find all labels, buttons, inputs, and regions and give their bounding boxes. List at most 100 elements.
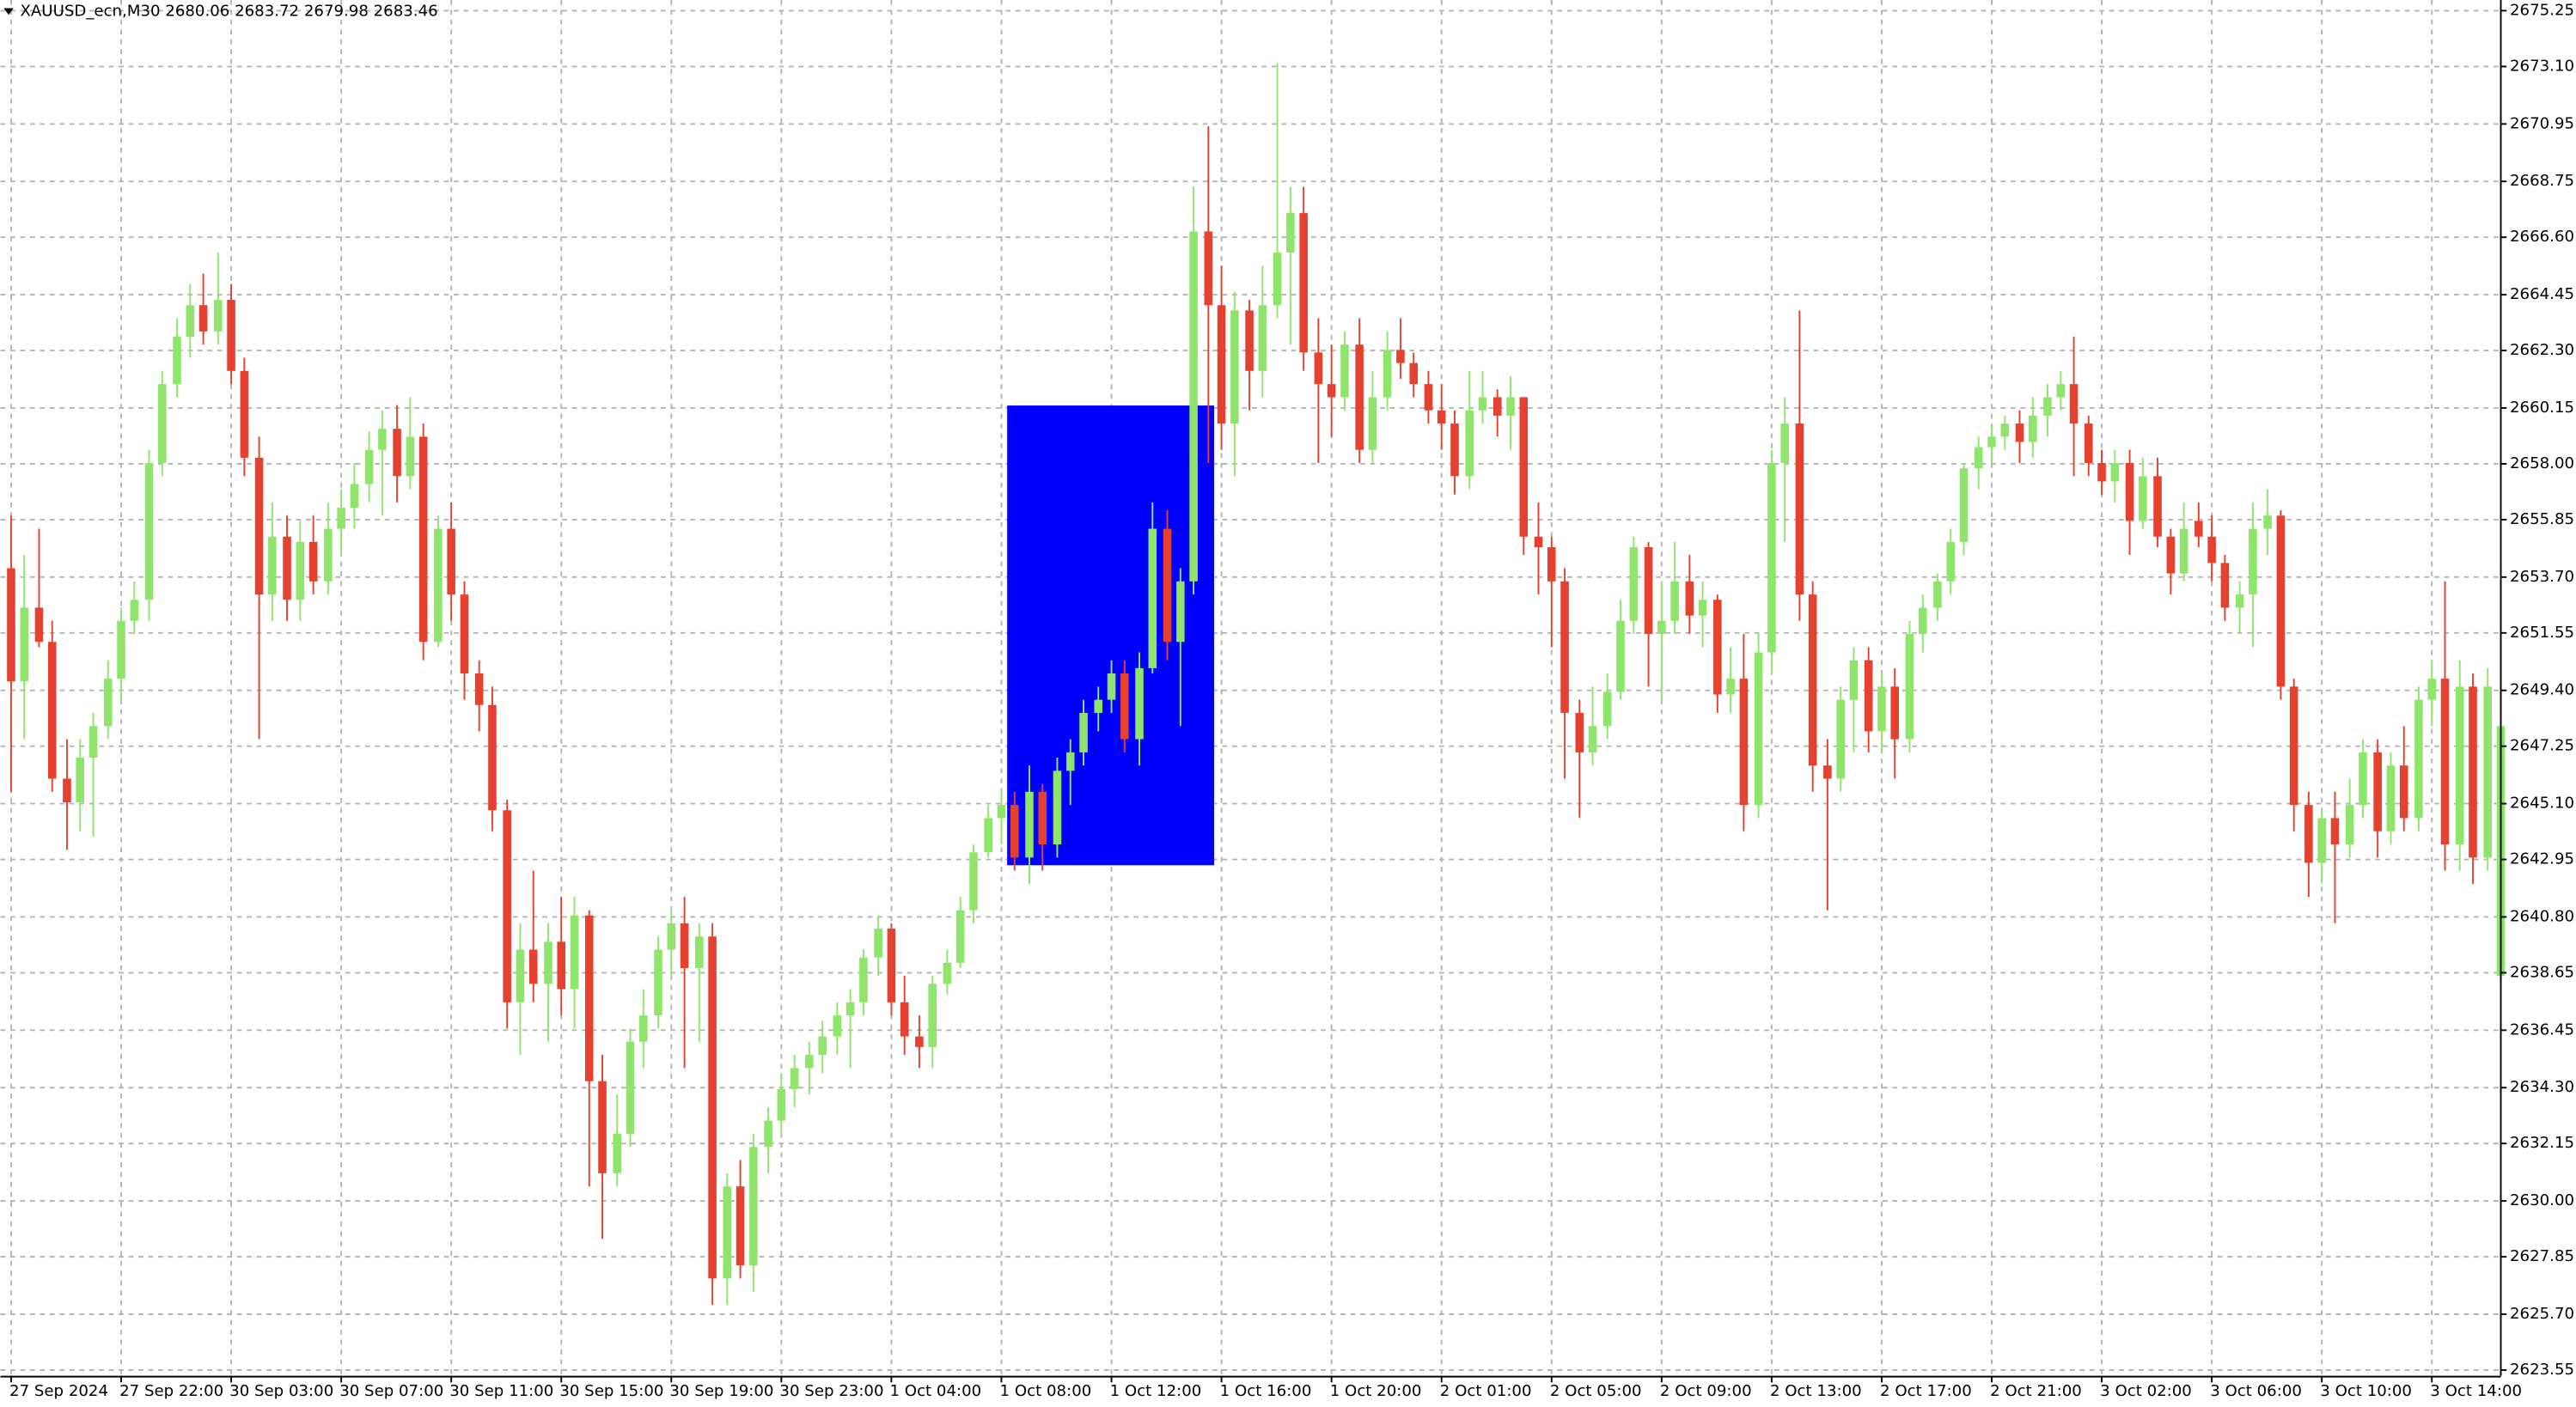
- grid: [0, 0, 2500, 1376]
- candle-body: [364, 449, 374, 484]
- candle-body: [1258, 305, 1267, 371]
- candle-body: [1616, 620, 1625, 692]
- candle-body: [2110, 462, 2120, 482]
- candle-body: [63, 778, 71, 803]
- candle-body: [1519, 397, 1529, 537]
- candle-body: [34, 607, 44, 643]
- candle-body: [254, 457, 264, 595]
- y-tick-label: 2630.00: [2510, 1191, 2574, 1209]
- y-tick-label: 2660.15: [2510, 399, 2574, 417]
- candle-body: [447, 528, 455, 595]
- candle-body: [1836, 699, 1845, 779]
- candle-body: [2015, 423, 2024, 442]
- candle-body: [1245, 310, 1254, 371]
- candle-body: [1890, 686, 1900, 740]
- y-tick-label: 2670.95: [2510, 114, 2574, 132]
- candle-body: [434, 528, 443, 643]
- candle-body: [1135, 667, 1144, 740]
- candle-body: [2166, 536, 2176, 574]
- candle-body: [2235, 594, 2244, 608]
- candle-body: [2304, 805, 2313, 863]
- candle-body: [845, 1002, 855, 1016]
- candle-body: [1217, 305, 1226, 424]
- candle-body: [997, 805, 1006, 819]
- candle-body: [984, 818, 992, 853]
- candle-body: [2345, 805, 2354, 845]
- candle-body: [1148, 528, 1157, 668]
- candle-body: [2483, 686, 2492, 858]
- x-tick-label: 27 Sep 22:00: [119, 1382, 223, 1400]
- candle-body: [308, 541, 318, 582]
- candle-body: [2427, 679, 2437, 700]
- candle-body: [1204, 231, 1213, 306]
- x-tick-label: 27 Sep 2024: [9, 1382, 108, 1400]
- candle-body: [1424, 384, 1433, 411]
- candle-body: [723, 1186, 732, 1279]
- candle-body: [1010, 805, 1019, 858]
- candle-body: [1478, 397, 1487, 411]
- x-tick-label: 1 Oct 16:00: [1220, 1382, 1312, 1400]
- x-tick-label: 2 Oct 09:00: [1660, 1382, 1752, 1400]
- candle-body: [173, 336, 181, 385]
- candle-body: [1534, 536, 1543, 547]
- y-tick-label: 2636.45: [2510, 1020, 2574, 1038]
- candle-body: [2125, 462, 2134, 521]
- candle-body: [654, 949, 662, 1016]
- candle-body: [2097, 462, 2106, 482]
- candle-body: [1754, 652, 1763, 806]
- candle-body: [1588, 726, 1597, 752]
- candle-body: [1918, 607, 1927, 635]
- x-tick-label: 3 Oct 10:00: [2320, 1382, 2412, 1400]
- x-tick-label: 30 Sep 23:00: [779, 1382, 883, 1400]
- candle-body: [1726, 679, 1735, 695]
- candle-body: [2263, 515, 2272, 529]
- candle-body: [708, 936, 717, 1279]
- candle-body: [528, 949, 538, 984]
- candle-body: [1629, 546, 1639, 621]
- candle-body: [1864, 660, 1873, 732]
- candle-body: [503, 810, 511, 1002]
- candle-body: [1657, 620, 1666, 635]
- candle-body: [1547, 546, 1556, 582]
- candle-body: [2330, 818, 2340, 845]
- candle-body: [1506, 397, 1515, 416]
- x-tick-label: 2 Oct 17:00: [1880, 1382, 1972, 1400]
- candle-body: [1340, 344, 1349, 398]
- y-tick-label: 2632.15: [2510, 1134, 2574, 1152]
- y-tick-label: 2666.60: [2510, 228, 2574, 246]
- candle-body: [749, 1147, 758, 1266]
- candle-body: [2249, 528, 2257, 595]
- candle-body: [488, 704, 497, 811]
- menu-arrow[interactable]: [3, 8, 14, 15]
- candle-body: [2179, 528, 2188, 574]
- candle-body: [378, 429, 387, 450]
- candle-body: [1450, 423, 1459, 477]
- candle-body: [2373, 752, 2382, 831]
- candle-body: [1327, 384, 1336, 398]
- y-tick-label: 2627.85: [2510, 1247, 2574, 1265]
- candle-body: [1189, 231, 1198, 582]
- y-tick-label: 2625.70: [2510, 1305, 2574, 1323]
- candle-body: [283, 536, 291, 600]
- x-tick-label: 30 Sep 19:00: [669, 1382, 773, 1400]
- candle-body: [2289, 686, 2298, 806]
- candle-body: [1025, 791, 1034, 858]
- candle-body: [1120, 673, 1129, 740]
- candle-body: [1685, 581, 1694, 616]
- y-tick-label: 2623.55: [2510, 1361, 2574, 1379]
- candle-body: [1065, 752, 1075, 771]
- candle-body: [1795, 423, 1804, 595]
- candle-body: [1780, 423, 1789, 463]
- y-tick-label: 2664.45: [2510, 285, 2574, 303]
- candle-body: [130, 600, 139, 621]
- candle-body: [626, 1041, 635, 1134]
- x-tick-label: 30 Sep 03:00: [229, 1382, 333, 1400]
- y-tick-label: 2651.55: [2510, 624, 2574, 642]
- candle-body: [570, 915, 579, 990]
- candle-body: [1849, 660, 1859, 700]
- candle-body: [240, 370, 249, 458]
- y-tick-label: 2647.25: [2510, 737, 2574, 755]
- candle-body: [1974, 447, 1983, 469]
